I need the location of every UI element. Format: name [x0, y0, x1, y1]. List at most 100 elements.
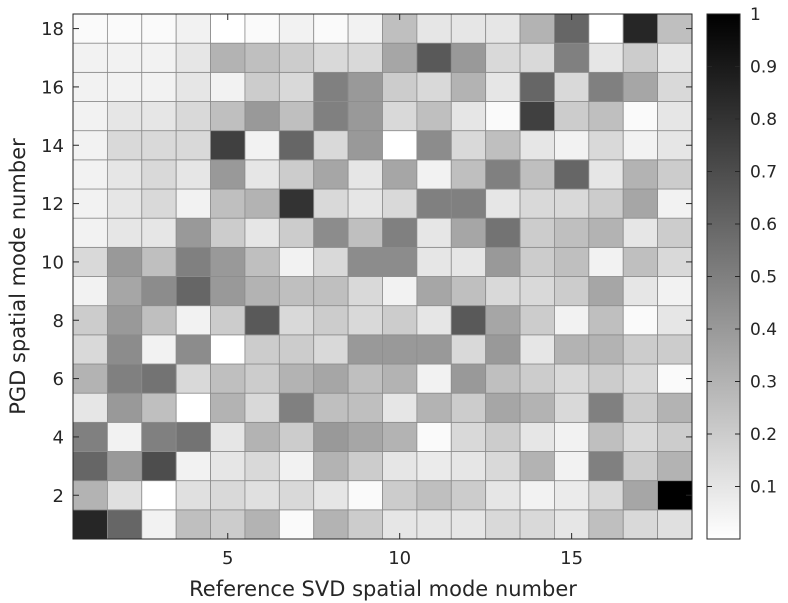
heatmap-cell: [416, 363, 452, 394]
y-axis-label: PGD spatial mode number: [6, 138, 30, 415]
heatmap-cell: [278, 13, 315, 44]
heatmap-cell: [244, 101, 280, 132]
heatmap-cell: [519, 305, 555, 336]
heatmap-cell: [175, 71, 211, 102]
colorbar-tick-label: 0.1: [750, 478, 777, 498]
heatmap-cell: [141, 276, 177, 307]
heatmap-cell: [141, 42, 177, 73]
heatmap-cell: [210, 392, 246, 423]
heatmap-cell: [519, 130, 555, 161]
heatmap-cell: [657, 392, 693, 423]
heatmap-cell: [382, 305, 418, 336]
heatmap-cell: [313, 392, 349, 423]
heatmap-cell: [278, 159, 315, 190]
y-tick-label: 18: [41, 19, 64, 40]
heatmap-cell: [554, 42, 590, 73]
heatmap-cell: [141, 363, 177, 394]
heatmap-cell: [622, 509, 659, 540]
heatmap-cell: [485, 451, 521, 482]
heatmap-cell: [450, 305, 487, 336]
y-axis-ticks: 2 4 6 8 10 12 14 16 18: [41, 19, 692, 507]
heatmap-cell: [622, 188, 659, 219]
plot-area-frame: [72, 13, 693, 540]
heatmap-cell: [519, 392, 555, 423]
heatmap-cell: [175, 363, 211, 394]
heatmap-cell: [519, 188, 555, 219]
heatmap-cell: [106, 13, 143, 44]
heatmap-cell: [416, 130, 452, 161]
heatmap-cell: [278, 188, 315, 219]
heatmap-cell: [485, 71, 521, 102]
heatmap-cell: [106, 305, 143, 336]
heatmap-cell: [244, 42, 280, 73]
heatmap-cell: [622, 480, 659, 511]
heatmap-cell: [278, 421, 315, 452]
heatmap-cell: [313, 42, 349, 73]
heatmap-cell: [106, 334, 143, 365]
heatmap-cell: [141, 392, 177, 423]
heatmap-cell: [313, 480, 349, 511]
heatmap-cell: [588, 305, 624, 336]
heatmap-cell: [347, 305, 383, 336]
heatmap-cell: [554, 276, 590, 307]
heatmap-cell: [519, 421, 555, 452]
y-tick-label: 6: [53, 369, 64, 390]
heatmap-cell: [416, 276, 452, 307]
heatmap-cell: [485, 334, 521, 365]
heatmap-cell: [450, 130, 487, 161]
heatmap-cell: [519, 276, 555, 307]
heatmap-cell: [485, 480, 521, 511]
heatmap-cell: [141, 71, 177, 102]
heatmap-cell: [175, 276, 211, 307]
heatmap-cell: [485, 392, 521, 423]
heatmap-cell: [141, 101, 177, 132]
heatmap-cell: [347, 509, 383, 540]
heatmap-cell: [347, 246, 383, 277]
heatmap-cell: [175, 130, 211, 161]
heatmap-cell: [278, 246, 315, 277]
heatmap-cell: [450, 217, 487, 248]
heatmap-cell: [210, 276, 246, 307]
heatmap-cell: [106, 276, 143, 307]
heatmap-cell: [72, 451, 108, 482]
heatmap-cell: [175, 509, 211, 540]
heatmap-cell: [622, 101, 659, 132]
heatmap-cell: [210, 451, 246, 482]
heatmap-cell: [175, 305, 211, 336]
heatmap-cell: [485, 13, 521, 44]
heatmap-cell: [519, 480, 555, 511]
heatmap-cell: [382, 188, 418, 219]
heatmap-cell: [588, 451, 624, 482]
heatmap-cell: [313, 13, 349, 44]
heatmap-cell: [416, 305, 452, 336]
heatmap-cell: [244, 451, 280, 482]
heatmap-cell: [450, 71, 487, 102]
heatmap-cell: [588, 71, 624, 102]
heatmap-cell: [175, 246, 211, 277]
heatmap-cell: [106, 451, 143, 482]
heatmap-cell: [244, 217, 280, 248]
heatmap-cell: [622, 363, 659, 394]
heatmap-cell: [519, 334, 555, 365]
heatmap-cell: [622, 159, 659, 190]
heatmap-cell: [278, 363, 315, 394]
heatmap-cell: [244, 246, 280, 277]
heatmap-cell: [347, 188, 383, 219]
heatmap-cell: [554, 305, 590, 336]
heatmap-cell: [622, 130, 659, 161]
heatmap-cell: [72, 159, 108, 190]
heatmap-cell: [175, 159, 211, 190]
heatmap-cell: [416, 509, 452, 540]
heatmap-cell: [347, 276, 383, 307]
heatmap-cell: [382, 276, 418, 307]
x-axis-label: Reference SVD spatial mode number: [189, 577, 577, 601]
y-tick-label: 12: [41, 194, 64, 215]
heatmap-cell: [657, 42, 693, 73]
heatmap-cell: [278, 451, 315, 482]
y-tick-label: 4: [53, 427, 64, 448]
heatmap-cell: [313, 101, 349, 132]
x-tick-label: 5: [222, 548, 233, 569]
colorbar-tick-label: 0.2: [750, 425, 777, 445]
heatmap-cell: [382, 363, 418, 394]
